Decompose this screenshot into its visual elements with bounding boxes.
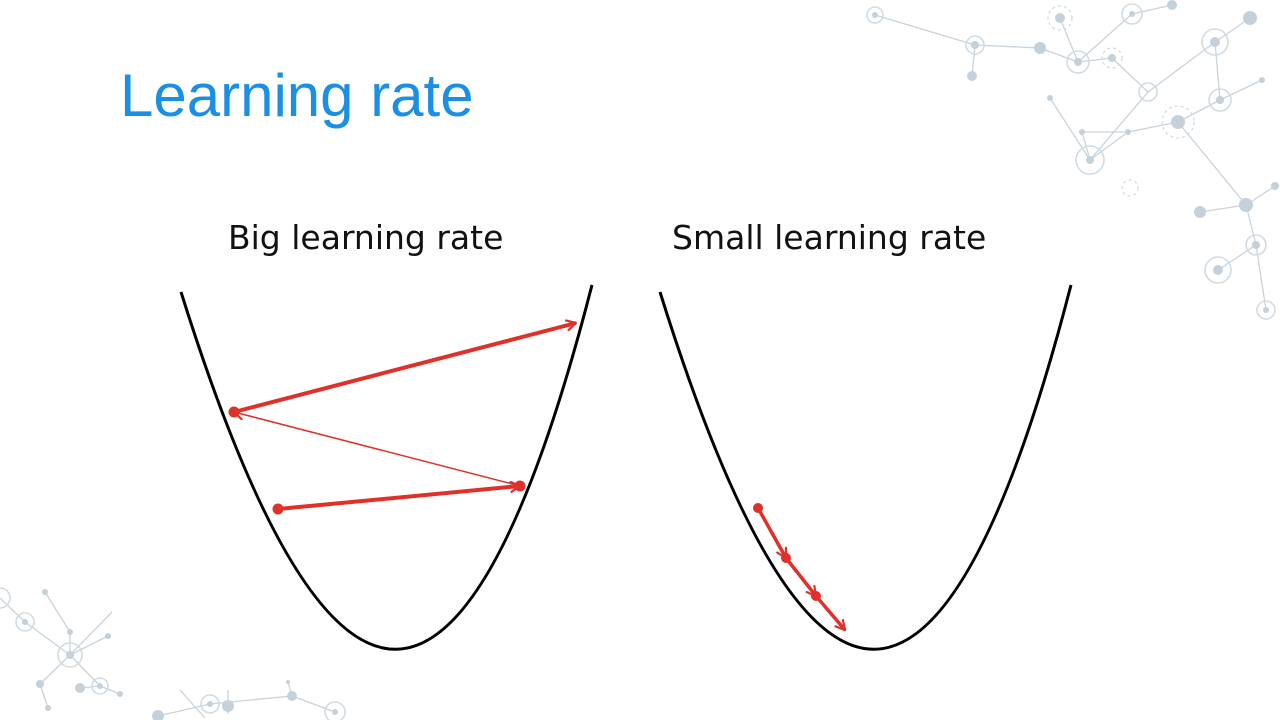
slide-title: Learning rate (120, 62, 474, 129)
loss-curve-left (179, 284, 594, 651)
small-step-arrow-3 (814, 594, 847, 632)
step-point-3 (228, 406, 240, 418)
small-step-arrow-1 (756, 507, 788, 558)
small-step-point-2 (781, 553, 791, 563)
loss-curve-right (658, 284, 1073, 651)
small-step-arrow-2 (784, 556, 818, 596)
step-arrow-1 (277, 486, 520, 511)
network-decoration-bottom-left (0, 587, 346, 720)
step-point-2 (514, 480, 526, 492)
network-decoration-top-right (866, 0, 1279, 320)
big-learning-rate-label: Big learning rate (228, 218, 504, 257)
small-step-point-3 (811, 591, 821, 601)
small-learning-rate-panel (658, 284, 1073, 651)
step-arrow-2 (234, 412, 521, 487)
small-learning-rate-label: Small learning rate (672, 218, 987, 257)
big-learning-rate-panel (179, 284, 594, 651)
step-point-1 (272, 503, 284, 515)
small-step-point-1 (753, 503, 763, 513)
step-arrow-3 (233, 323, 576, 414)
